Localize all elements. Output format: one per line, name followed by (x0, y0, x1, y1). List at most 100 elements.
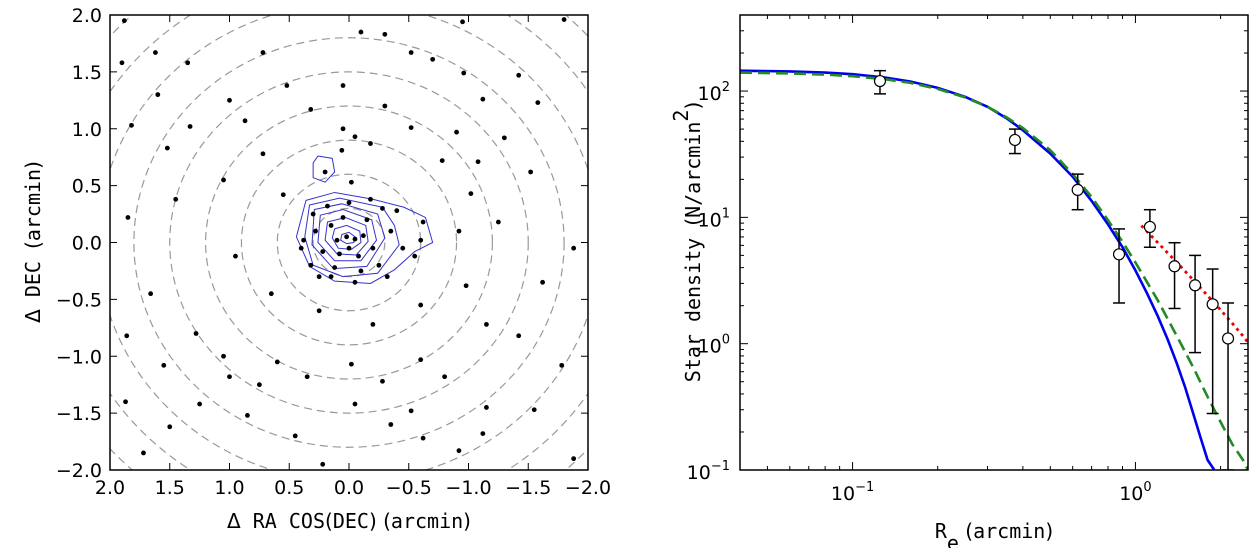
y-tick-label: 1.0 (72, 119, 102, 141)
star-point (388, 422, 394, 427)
right-x-ticks: 10−1 100 (739, 15, 1222, 505)
errorbar-group (873, 69, 1235, 470)
star-point (382, 103, 388, 109)
star-point (155, 92, 161, 98)
right-x-axis-label: Re (arcmin) (935, 519, 1053, 548)
density-contour (311, 203, 386, 270)
star-point (346, 245, 352, 251)
star-point (463, 283, 469, 289)
star-point (185, 60, 191, 66)
star-point (356, 253, 361, 259)
star-point (328, 223, 334, 228)
data-point-marker (1008, 133, 1022, 147)
y-tick-label: 2.0 (72, 5, 102, 27)
star-point (340, 126, 346, 132)
y-tick-label: −2.0 (56, 460, 102, 482)
star-point (571, 456, 577, 462)
star-point (439, 158, 445, 164)
star-point (197, 401, 203, 407)
star-point (400, 245, 406, 251)
left-y-axis-label: Δ DEC (arcmin) (21, 161, 45, 323)
star-point (364, 217, 370, 223)
data-point-marker (1071, 183, 1084, 196)
star-point (167, 424, 173, 430)
star-point (380, 205, 385, 211)
y-tick-label: 101 (698, 206, 730, 231)
label-part: Δ (21, 309, 45, 323)
star-point (418, 302, 424, 308)
x-tick-label: 2.0 (95, 477, 125, 499)
star-point (358, 268, 364, 274)
star-point (125, 215, 131, 220)
x-tick-label: −2.0 (565, 477, 611, 499)
star-point (340, 83, 346, 88)
right-y-ticks: 10−1 100 101 102 (687, 14, 1248, 484)
star-point (468, 191, 474, 196)
star-point (310, 211, 316, 217)
y-tick-label: 102 (698, 80, 730, 105)
star-point (328, 274, 334, 280)
star-point (320, 461, 326, 467)
star-point (376, 262, 382, 268)
label-part: ( (681, 218, 705, 226)
star-point (348, 361, 354, 367)
star-point (461, 70, 467, 76)
star-point (559, 362, 565, 368)
data-point-marker (1221, 332, 1235, 345)
profile-fit-line-solid (740, 69, 1216, 470)
label-part: Δ (227, 509, 241, 533)
star-point (412, 253, 418, 259)
star-point (388, 228, 394, 234)
left-y-ticks: 2.0 1.5 1.0 0.5 0.0 −0.5 −1.0 −1.5 −2.0 (56, 5, 588, 482)
star-point (304, 374, 310, 380)
star-point (256, 382, 262, 388)
density-contour (295, 191, 434, 284)
star-point (420, 435, 426, 441)
star-point (173, 196, 179, 202)
label-part: N/arcmin (681, 122, 705, 218)
star-point (571, 245, 577, 251)
annulus-circle (240, 139, 458, 346)
density-contour (304, 197, 400, 278)
star-point (528, 169, 534, 175)
label-part: ( (21, 241, 45, 249)
y-tick-label: 0.5 (72, 176, 102, 198)
star-point (352, 279, 358, 285)
star-point (123, 399, 128, 405)
star-point (153, 50, 158, 55)
x-tick-label: 100 (1119, 480, 1151, 505)
star-point (531, 407, 537, 413)
data-point-marker (873, 74, 887, 88)
star-point (408, 408, 414, 414)
star-point (420, 219, 426, 225)
star-point (352, 236, 358, 242)
star-point (454, 129, 459, 135)
star-point (348, 179, 354, 185)
annulus-circle (110, 15, 588, 470)
star-point (346, 200, 352, 206)
label-part: arcmin (21, 169, 45, 241)
data-point-marker (1143, 220, 1157, 234)
star-point (301, 237, 306, 243)
star-point (535, 100, 541, 105)
star-point (540, 279, 545, 285)
label-part: DEC (21, 249, 45, 309)
x-tick-label: 0.0 (334, 477, 364, 499)
star-point (337, 251, 342, 257)
x-tick-label: 1.0 (214, 477, 244, 499)
label-part: 2 (669, 110, 693, 122)
y-tick-label: 10−1 (687, 459, 730, 484)
star-point (370, 245, 376, 251)
annulus-circle (133, 37, 565, 448)
star-point (187, 124, 193, 129)
star-point (193, 331, 199, 336)
label-part: e (947, 531, 959, 548)
star-point (280, 192, 286, 198)
star-point (394, 208, 400, 214)
y-tick-label: 1.5 (72, 62, 102, 84)
label-part: ) ( (369, 509, 391, 533)
x-tick-label: 10−1 (831, 480, 874, 505)
label-part: R (935, 519, 948, 543)
star-point (227, 374, 232, 380)
